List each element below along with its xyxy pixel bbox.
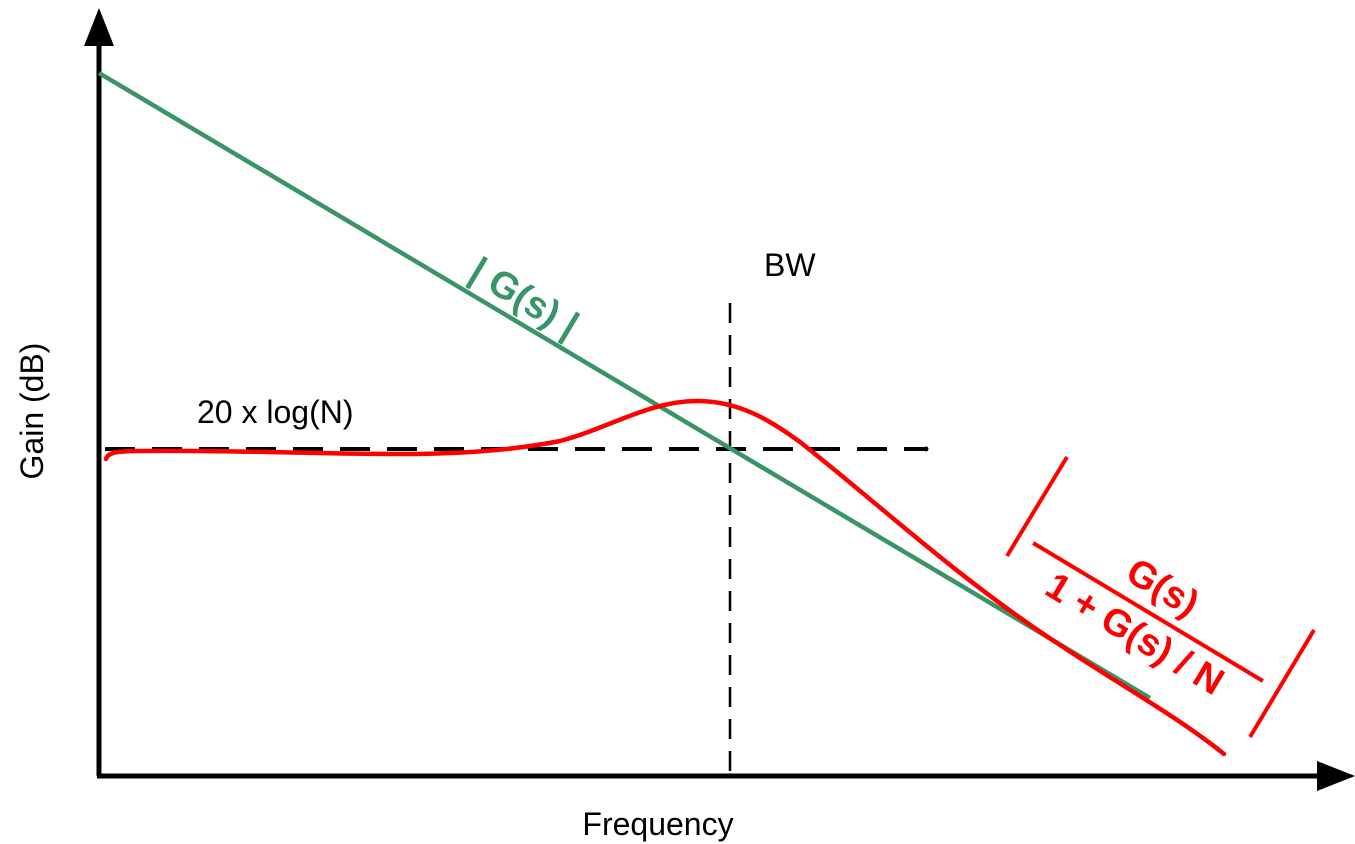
bandwidth-label: BW bbox=[764, 247, 816, 283]
reference-line-end-dot bbox=[923, 446, 929, 452]
open-loop-gain-line bbox=[97, 71, 1152, 700]
y-axis-label: Gain (dB) bbox=[14, 343, 50, 480]
closed-loop-gain-label: G(s) 1 + G(s) / N bbox=[1032, 541, 1264, 704]
closed-loop-gain-curve bbox=[103, 398, 1227, 757]
fraction-bar bbox=[1032, 541, 1264, 683]
right-magnitude-bar bbox=[1248, 628, 1316, 739]
x-axis-label: Frequency bbox=[582, 806, 733, 842]
y-axis-arrowhead bbox=[84, 8, 114, 46]
reference-gain-label: 20 x log(N) bbox=[197, 394, 354, 430]
x-axis-arrowhead bbox=[1317, 761, 1355, 791]
left-magnitude-bar bbox=[1005, 455, 1069, 558]
